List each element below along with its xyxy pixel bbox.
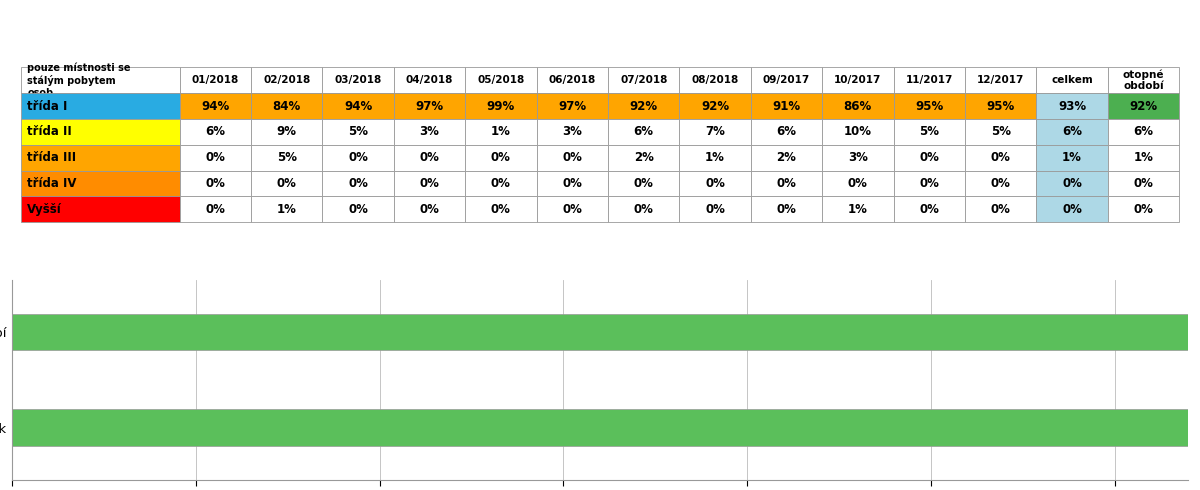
Bar bbox=[12, 314, 1200, 350]
Bar bbox=[12, 410, 1200, 446]
